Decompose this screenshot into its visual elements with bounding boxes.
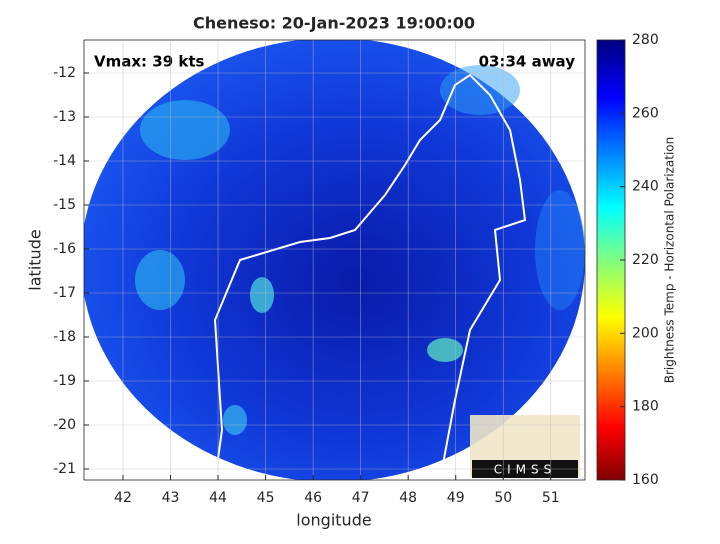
- colorbar-tick-label: 180: [632, 399, 659, 415]
- colorbar-label: Brightness Temp - Horizontal Polarizatio…: [663, 137, 677, 384]
- colorbar-tick-label: 260: [632, 105, 659, 121]
- x-tick-label: 42: [114, 490, 132, 506]
- y-tick-label: -20: [53, 417, 76, 433]
- colorbar-tick-label: 200: [632, 325, 659, 341]
- chart-title: Cheneso: 20-Jan-2023 19:00:00: [193, 14, 475, 33]
- axes-frame: [83, 39, 586, 481]
- y-tick-label: -13: [53, 109, 76, 125]
- y-tick-label: -15: [53, 197, 76, 213]
- x-tick-label: 43: [162, 490, 180, 506]
- annotation: Vmax: 39 kts: [94, 53, 204, 71]
- y-tick-label: -12: [53, 65, 76, 81]
- y-axis-label: latitude: [26, 229, 45, 290]
- x-tick-label: 44: [209, 490, 227, 506]
- logo-text: CIMSS: [494, 463, 557, 477]
- colorbar-tick-label: 220: [632, 252, 659, 268]
- x-tick-label: 49: [447, 490, 465, 506]
- x-axis-label: longitude: [296, 511, 371, 530]
- y-tick-label: -16: [53, 241, 76, 257]
- x-tick-label: 50: [494, 490, 512, 506]
- colorbar-tick-label: 240: [632, 179, 659, 195]
- image: [84, 40, 585, 480]
- x-tick-label: 45: [257, 490, 275, 506]
- colorbar-tick-label: 280: [632, 32, 659, 48]
- x-tick-label: 51: [542, 490, 560, 506]
- x-tick-label: 46: [304, 490, 322, 506]
- y-tick-label: -17: [53, 285, 76, 301]
- y-tick-label: -18: [53, 329, 76, 345]
- x-tick-label: 47: [352, 490, 370, 506]
- y-tick-label: -14: [53, 153, 76, 169]
- annotation: 03:34 away: [479, 53, 576, 71]
- colorbar-tick-label: 160: [632, 472, 659, 488]
- y-tick-label: -19: [53, 373, 76, 389]
- y-tick-label: -21: [53, 461, 76, 477]
- x-tick-label: 48: [399, 490, 417, 506]
